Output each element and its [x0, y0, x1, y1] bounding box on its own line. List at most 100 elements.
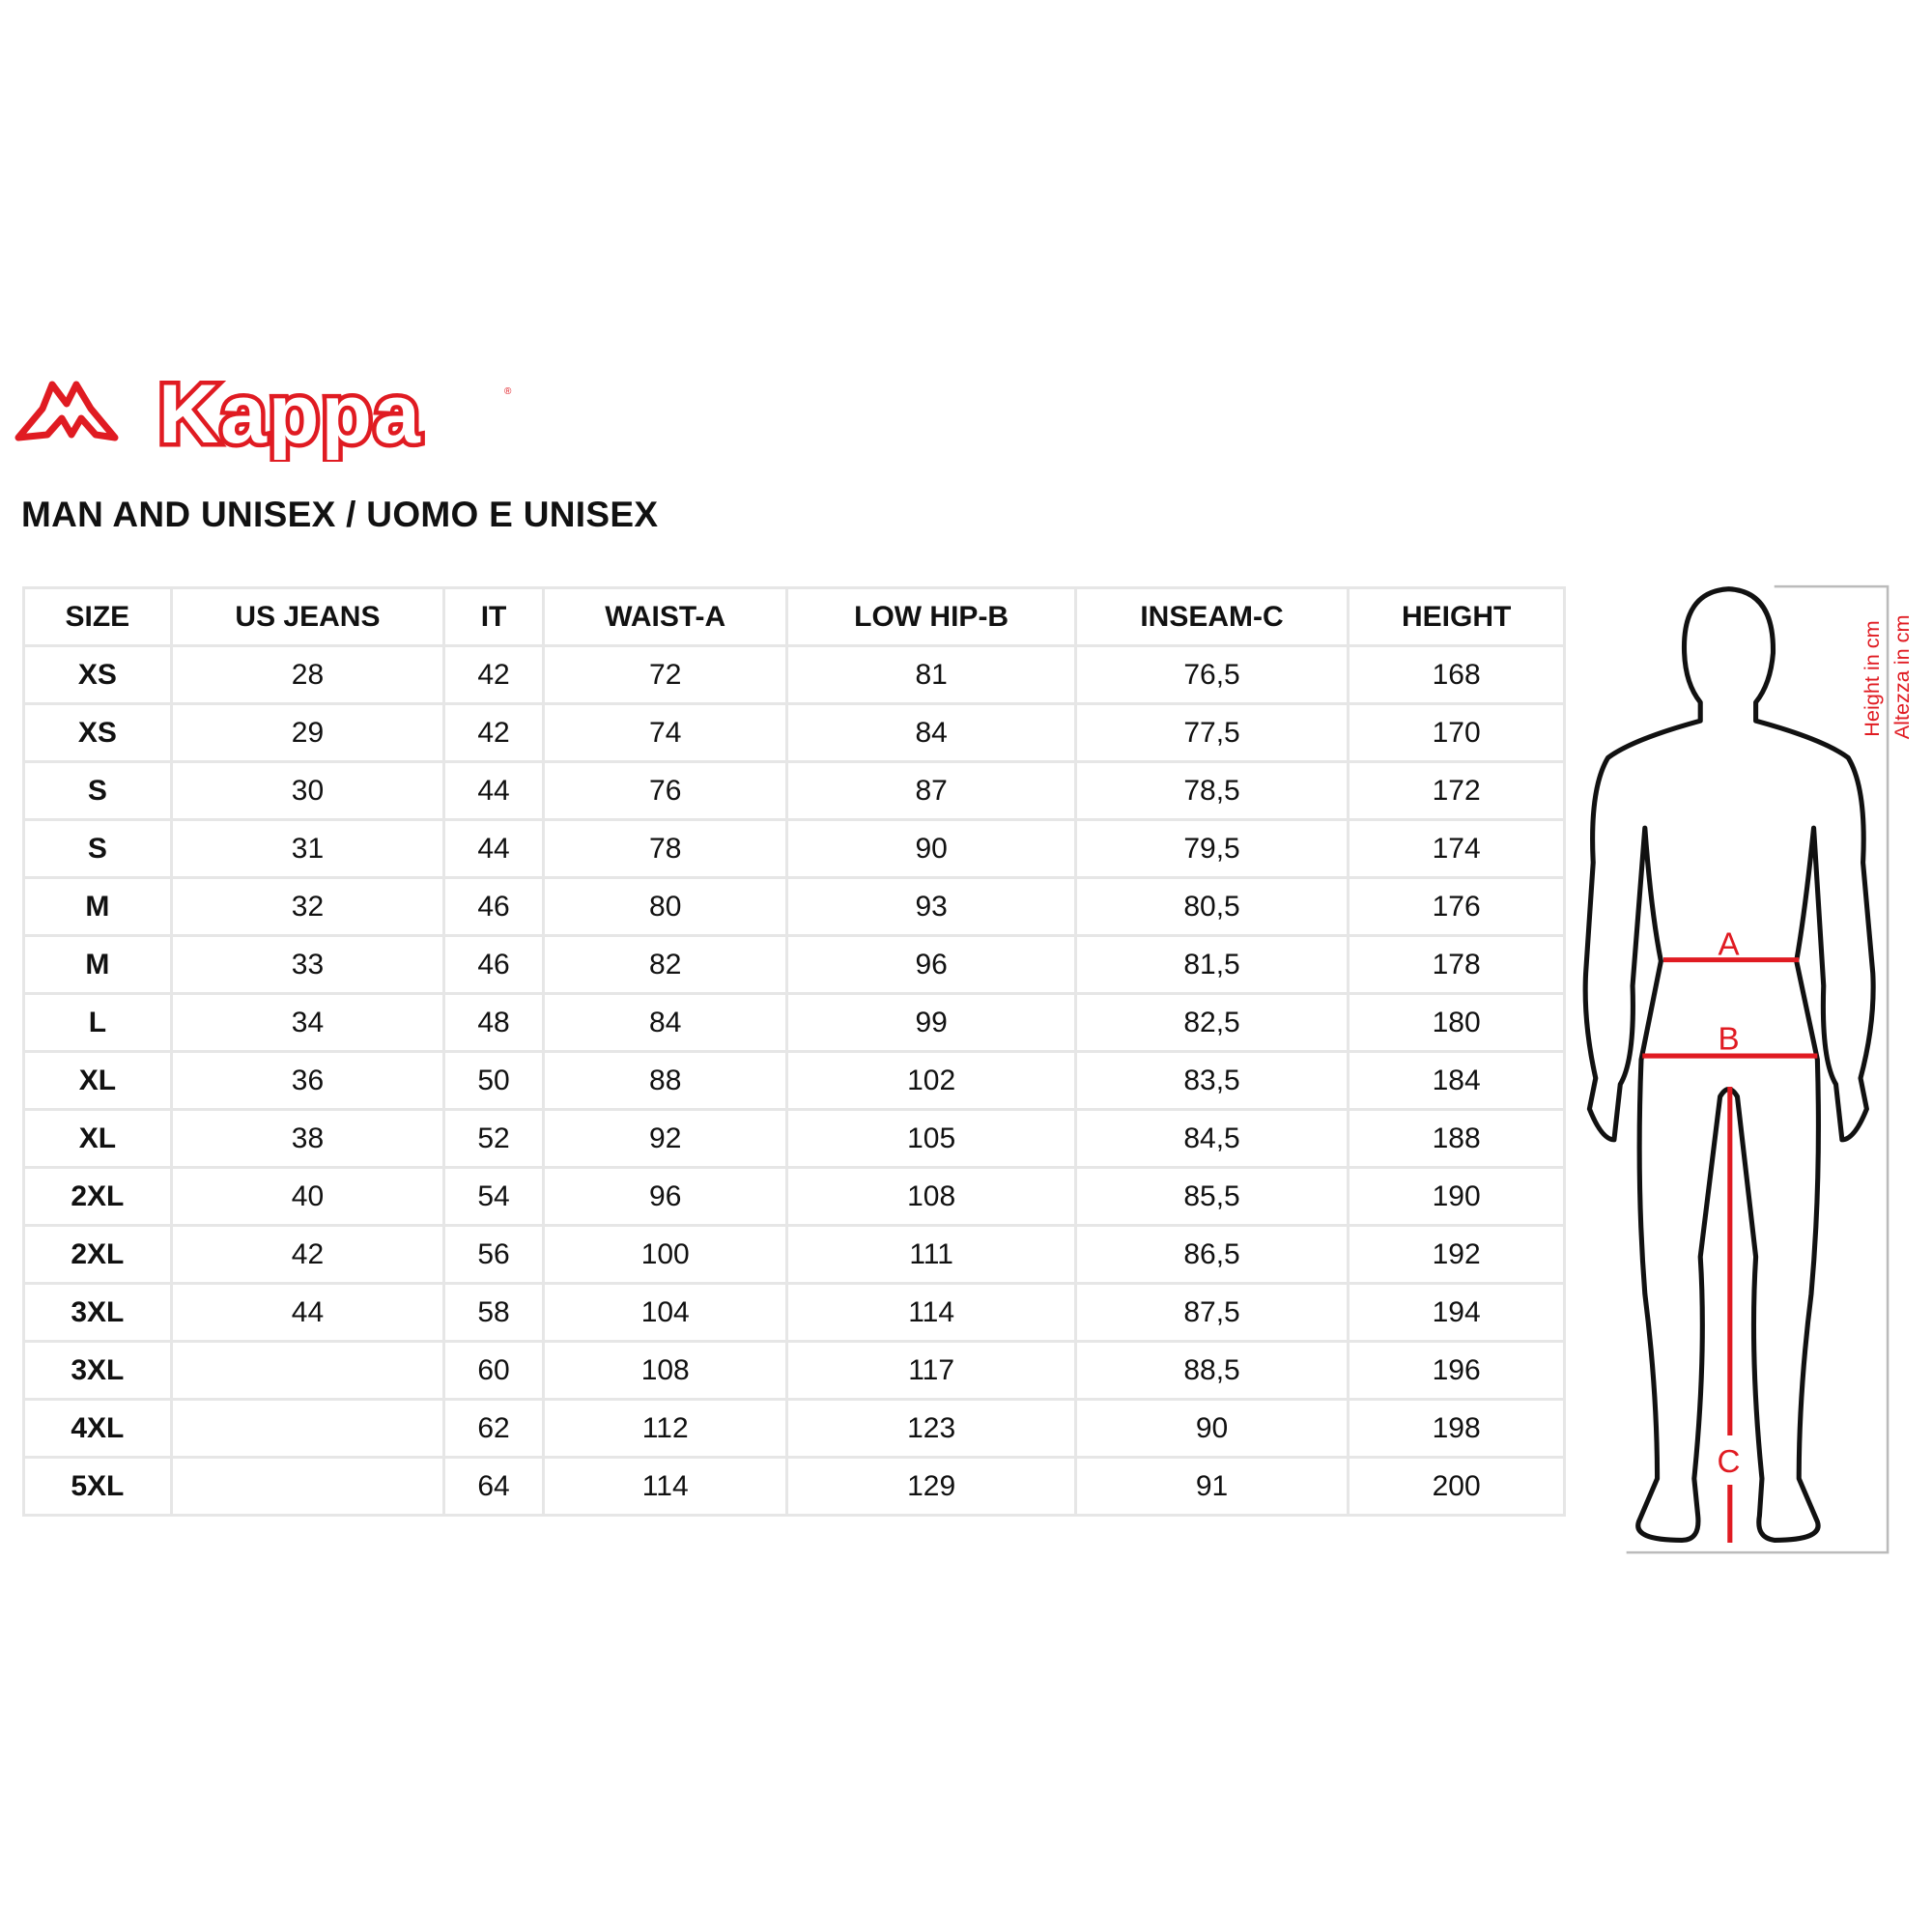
- table-cell: 84,5: [1073, 1108, 1350, 1169]
- table-cell: 76,5: [1073, 644, 1350, 705]
- table-cell: 87,5: [1073, 1282, 1350, 1343]
- table-row: 2XL 42 56 100 111 86,5 192: [22, 1224, 1566, 1285]
- table-cell: 111: [785, 1224, 1077, 1285]
- table-cell: 33: [169, 934, 446, 995]
- svg-text:®: ®: [504, 386, 512, 397]
- table-cell: 46: [442, 876, 545, 937]
- table-cell: 76: [541, 760, 789, 821]
- size-cell: 4XL: [22, 1398, 173, 1459]
- size-cell: XS: [22, 702, 173, 763]
- table-cell: 84: [785, 702, 1077, 763]
- table-cell: 82: [541, 934, 789, 995]
- table-cell: 172: [1347, 760, 1566, 821]
- size-cell: 5XL: [22, 1456, 173, 1517]
- table-row: XS 29 42 74 84 77,5 170: [22, 702, 1566, 763]
- table-cell: 178: [1347, 934, 1566, 995]
- height-bracket: [1626, 584, 1889, 1554]
- table-header-row: SIZE US JEANS IT WAIST-A LOW HIP-B INSEAM-C HE…: [22, 586, 1566, 647]
- table-cell: 78: [541, 818, 789, 879]
- table-row: L 34 48 84 99 82,5 180: [22, 992, 1566, 1053]
- column-header: INSEAM-C: [1073, 586, 1350, 647]
- size-cell: S: [22, 818, 173, 879]
- table-cell: 96: [541, 1166, 789, 1227]
- table-cell: 62: [442, 1398, 545, 1459]
- table-cell: 200: [1347, 1456, 1566, 1517]
- table-cell: 117: [785, 1340, 1077, 1401]
- table-cell: 104: [541, 1282, 789, 1343]
- table-cell: 36: [169, 1050, 446, 1111]
- table-cell: 196: [1347, 1340, 1566, 1401]
- table-cell: 74: [541, 702, 789, 763]
- table-cell: 58: [442, 1282, 545, 1343]
- table-row: M 32 46 80 93 80,5 176: [22, 876, 1566, 937]
- table-cell: 114: [541, 1456, 789, 1517]
- table-cell: 87: [785, 760, 1077, 821]
- table-cell: 52: [442, 1108, 545, 1169]
- body-outline: [1582, 586, 1876, 1543]
- size-cell: M: [22, 934, 173, 995]
- table-cell: 50: [442, 1050, 545, 1111]
- table-cell: 129: [785, 1456, 1077, 1517]
- table-cell: 64: [442, 1456, 545, 1517]
- column-header: IT: [442, 586, 545, 647]
- table-cell: 188: [1347, 1108, 1566, 1169]
- table-row: XL 38 52 92 105 84,5 188: [22, 1108, 1566, 1169]
- column-header: WAIST-A: [541, 586, 789, 647]
- table-row: 5XL 64 114 129 91 200: [22, 1456, 1566, 1517]
- table-cell: 108: [541, 1340, 789, 1401]
- table-cell: 31: [169, 818, 446, 879]
- table-cell: 79,5: [1073, 818, 1350, 879]
- table-cell: 176: [1347, 876, 1566, 937]
- table-cell: 42: [442, 644, 545, 705]
- table-cell: 56: [442, 1224, 545, 1285]
- table-cell: 84: [541, 992, 789, 1053]
- table-cell: 88: [541, 1050, 789, 1111]
- table-cell: 86,5: [1073, 1224, 1350, 1285]
- size-cell: XL: [22, 1050, 173, 1111]
- table-cell: 90: [785, 818, 1077, 879]
- table-cell: 102: [785, 1050, 1077, 1111]
- height-label-en: Height in cm: [1860, 620, 1884, 736]
- table-cell: 29: [169, 702, 446, 763]
- table-cell: 44: [442, 760, 545, 821]
- label-b: B: [1718, 1022, 1739, 1058]
- table-cell: 99: [785, 992, 1077, 1053]
- table-row: 4XL 62 112 123 90 198: [22, 1398, 1566, 1459]
- kappa-omini-icon: [14, 381, 119, 441]
- table-cell: [169, 1340, 446, 1401]
- size-table: SIZE US JEANS IT WAIST-A LOW HIP-B INSEAM-C HE…: [22, 586, 1566, 1517]
- table-row: XS 28 42 72 81 76,5 168: [22, 644, 1566, 705]
- table-cell: 96: [785, 934, 1077, 995]
- table-cell: 92: [541, 1108, 789, 1169]
- table-cell: 42: [169, 1224, 446, 1285]
- table-cell: 90: [1073, 1398, 1350, 1459]
- column-header: LOW HIP-B: [785, 586, 1077, 647]
- size-cell: M: [22, 876, 173, 937]
- size-cell: 3XL: [22, 1340, 173, 1401]
- table-cell: 170: [1347, 702, 1566, 763]
- table-cell: 194: [1347, 1282, 1566, 1343]
- table-cell: 38: [169, 1108, 446, 1169]
- table-cell: 91: [1073, 1456, 1350, 1517]
- table-cell: 105: [785, 1108, 1077, 1169]
- table-cell: 78,5: [1073, 760, 1350, 821]
- svg-text:Kappa: Kappa: [158, 368, 422, 461]
- table-cell: 32: [169, 876, 446, 937]
- table-cell: [169, 1398, 446, 1459]
- table-cell: 100: [541, 1224, 789, 1285]
- table-cell: 180: [1347, 992, 1566, 1053]
- table-cell: 81,5: [1073, 934, 1350, 995]
- kappa-logo: Kappa ®: [14, 365, 512, 462]
- table-cell: 81: [785, 644, 1077, 705]
- table-cell: 77,5: [1073, 702, 1350, 763]
- table-cell: 48: [442, 992, 545, 1053]
- table-cell: 85,5: [1073, 1166, 1350, 1227]
- table-cell: 60: [442, 1340, 545, 1401]
- table-cell: 190: [1347, 1166, 1566, 1227]
- table-cell: 123: [785, 1398, 1077, 1459]
- size-cell: L: [22, 992, 173, 1053]
- label-a: A: [1718, 927, 1740, 963]
- table-row: 2XL 40 54 96 108 85,5 190: [22, 1166, 1566, 1227]
- table-row: S 31 44 78 90 79,5 174: [22, 818, 1566, 879]
- size-cell: XL: [22, 1108, 173, 1169]
